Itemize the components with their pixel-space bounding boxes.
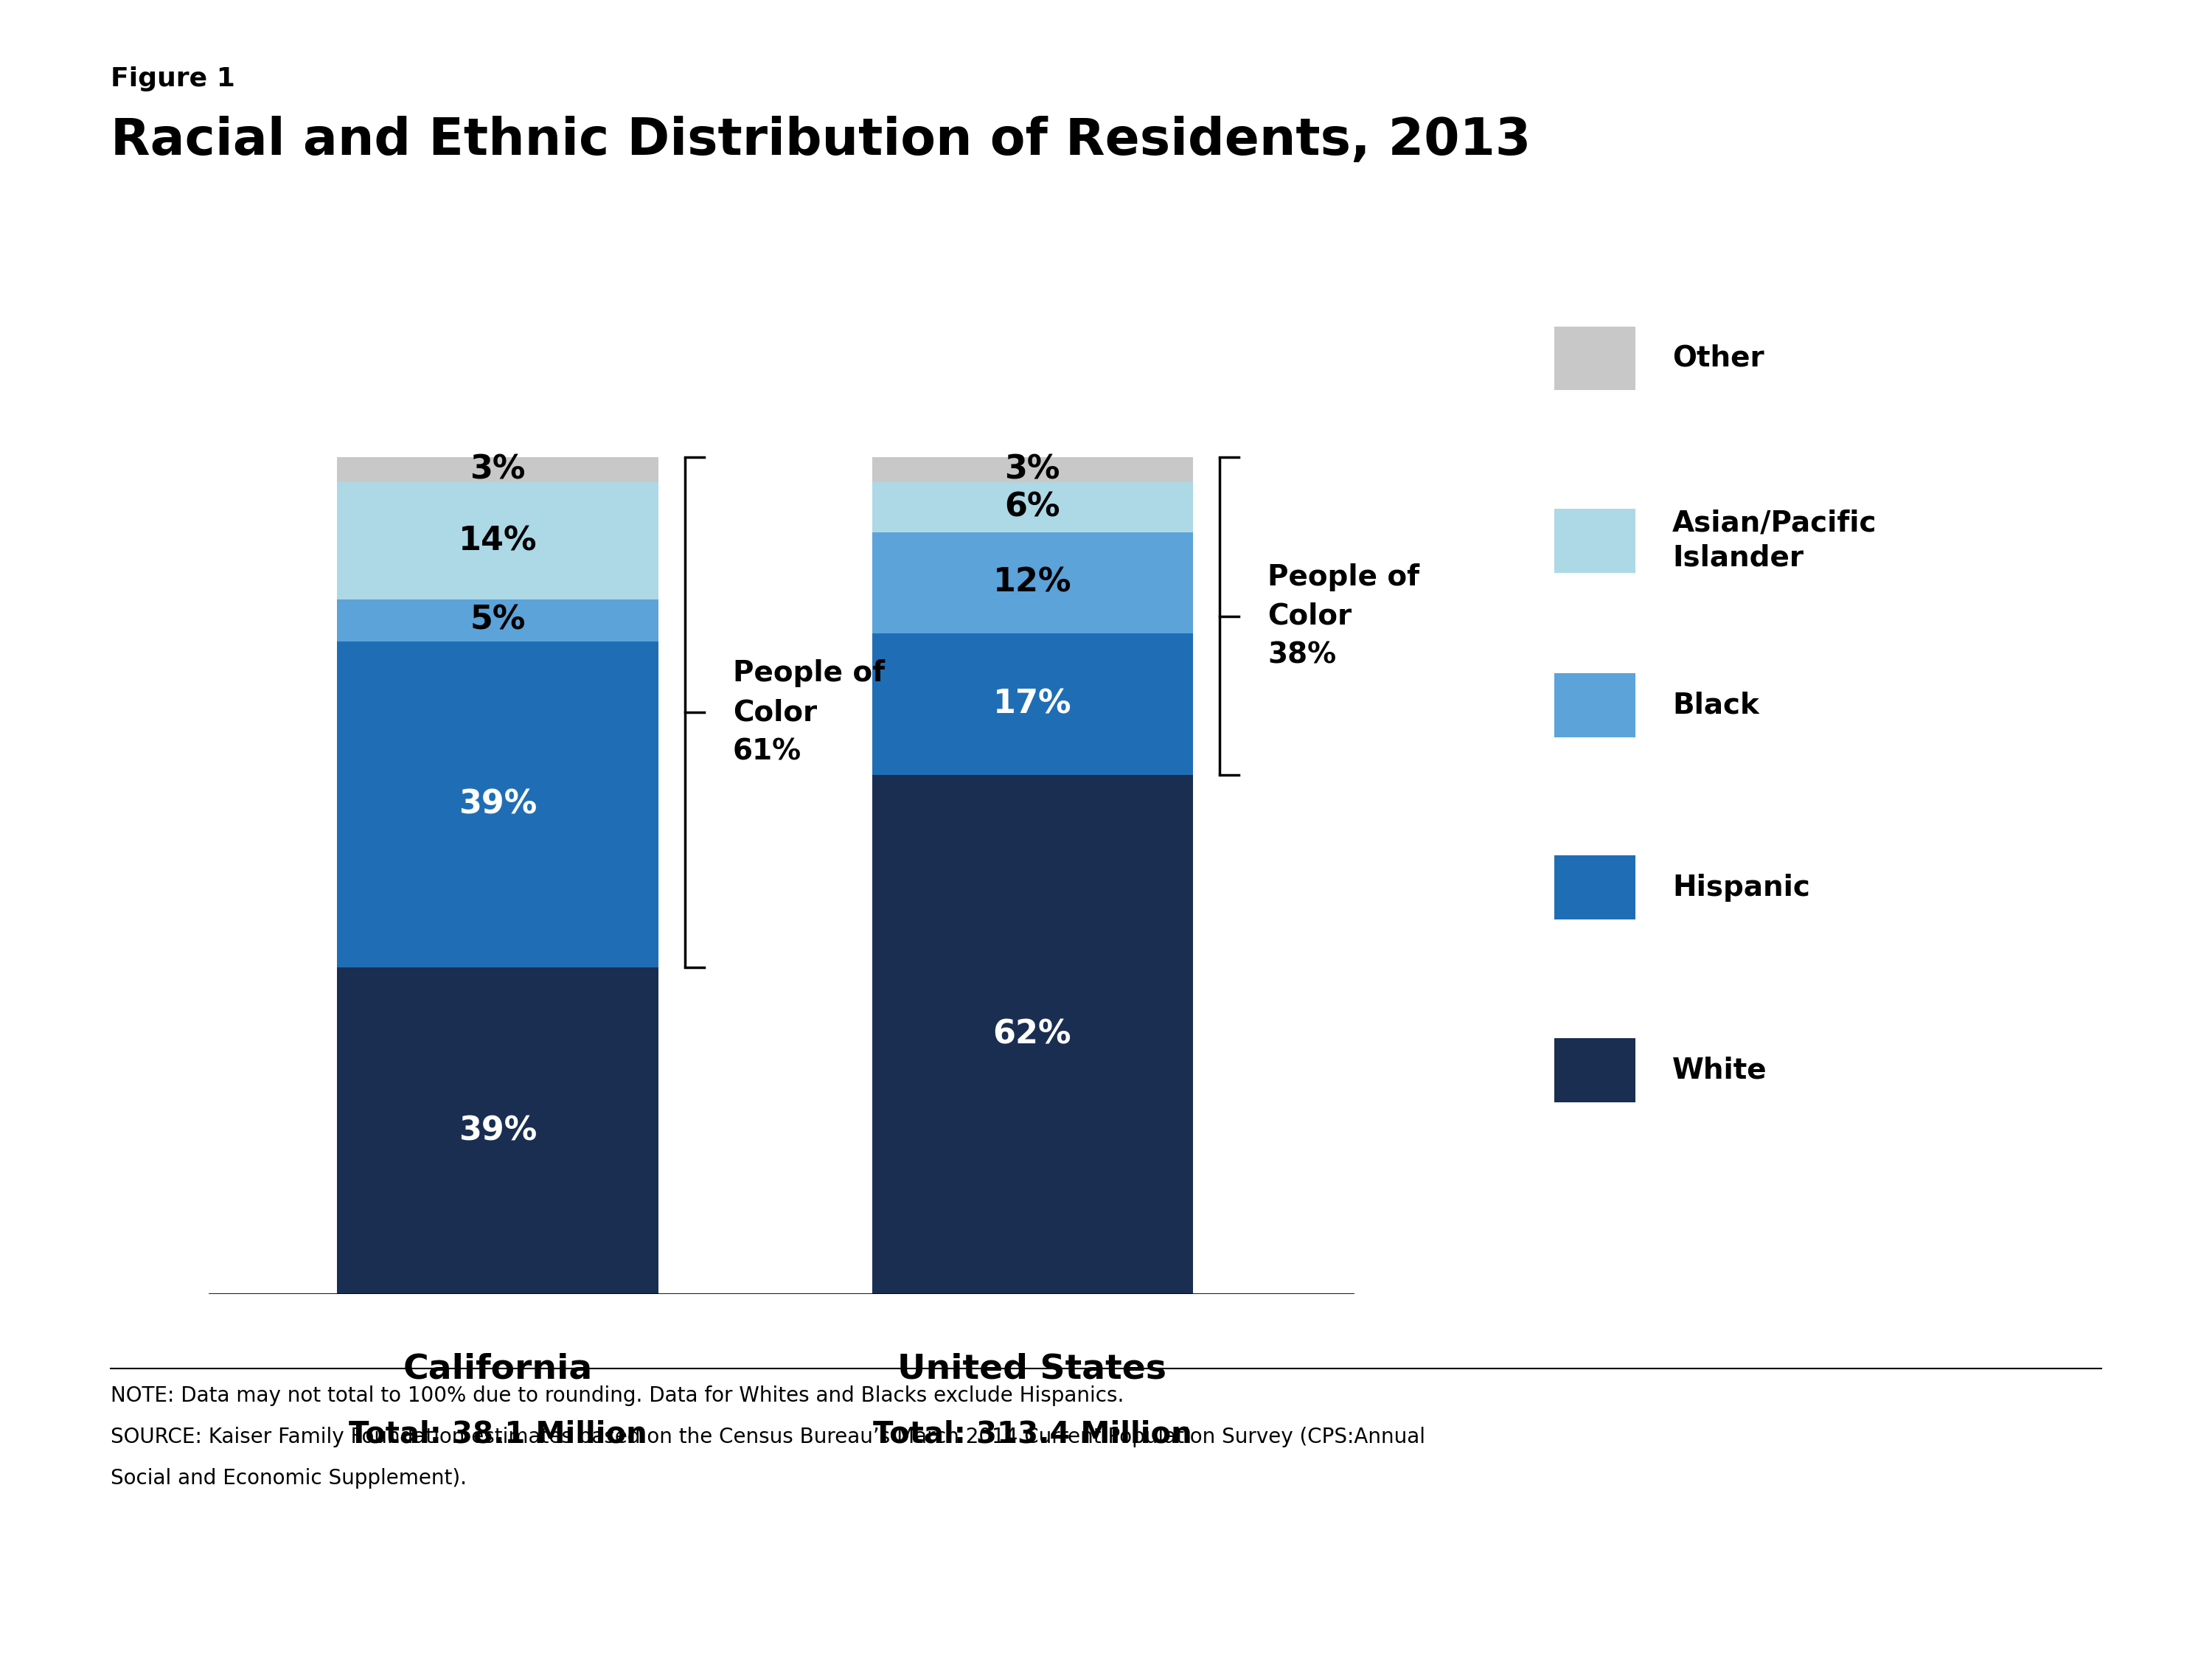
FancyBboxPatch shape (1555, 674, 1635, 737)
Text: 3%: 3% (469, 455, 526, 486)
Text: 17%: 17% (993, 688, 1071, 720)
Bar (872, 458, 1192, 483)
Text: 39%: 39% (458, 788, 538, 821)
Text: Hispanic: Hispanic (1672, 874, 1809, 901)
Text: Black: Black (1672, 692, 1759, 718)
Text: Racial and Ethnic Distribution of Residents, 2013: Racial and Ethnic Distribution of Reside… (111, 116, 1531, 166)
Text: 39%: 39% (458, 1115, 538, 1146)
Text: NOTE: Data may not total to 100% due to rounding. Data for Whites and Blacks exc: NOTE: Data may not total to 100% due to … (111, 1385, 1124, 1405)
Text: Total: 313.4 Million: Total: 313.4 Million (874, 1420, 1192, 1448)
Bar (336, 642, 659, 967)
Bar (872, 775, 1192, 1294)
Text: Total: 38.1 Million: Total: 38.1 Million (349, 1420, 646, 1448)
Text: 12%: 12% (993, 567, 1071, 599)
Bar (336, 483, 659, 599)
Text: 62%: 62% (993, 1019, 1071, 1050)
Text: KAISER: KAISER (1973, 1478, 2064, 1500)
Text: Social and Economic Supplement).: Social and Economic Supplement). (111, 1468, 467, 1488)
FancyBboxPatch shape (1555, 327, 1635, 390)
Text: California: California (403, 1352, 593, 1385)
Text: 5%: 5% (469, 604, 526, 637)
Text: United States: United States (898, 1352, 1166, 1385)
FancyBboxPatch shape (1555, 856, 1635, 919)
Text: 3%: 3% (1004, 455, 1060, 486)
Text: 6%: 6% (1004, 491, 1060, 523)
Bar (336, 967, 659, 1294)
Text: People of
Color
38%: People of Color 38% (1267, 562, 1420, 669)
Bar (336, 458, 659, 483)
FancyBboxPatch shape (1555, 1039, 1635, 1102)
Bar (872, 634, 1192, 775)
Bar (872, 483, 1192, 533)
Bar (336, 599, 659, 642)
Text: Asian/Pacific
Islander: Asian/Pacific Islander (1672, 509, 1876, 572)
Text: Other: Other (1672, 345, 1765, 372)
Text: SOURCE: Kaiser Family Foundation estimates based on the Census Bureau’s March 20: SOURCE: Kaiser Family Foundation estimat… (111, 1427, 1425, 1447)
Text: THE HENRY J.: THE HENRY J. (1969, 1435, 2068, 1448)
Text: White: White (1672, 1057, 1767, 1083)
Text: Figure 1: Figure 1 (111, 66, 234, 91)
FancyBboxPatch shape (1555, 509, 1635, 572)
Text: People of
Color
61%: People of Color 61% (732, 659, 885, 765)
Text: FOUNDATION: FOUNDATION (1969, 1573, 2068, 1586)
Text: 14%: 14% (458, 526, 538, 557)
Bar (872, 533, 1192, 634)
Text: FAMILY: FAMILY (1980, 1525, 2057, 1543)
